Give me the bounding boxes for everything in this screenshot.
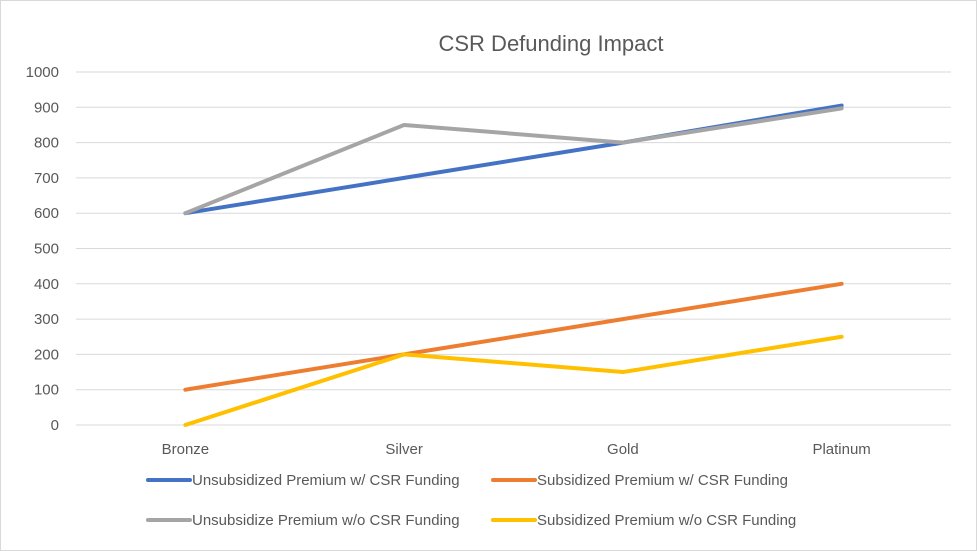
x-tick-label: Silver (385, 441, 423, 458)
chart-title: CSR Defunding Impact (439, 31, 664, 56)
series-lines (183, 103, 844, 427)
y-tick-label: 1000 (26, 64, 59, 81)
legend-label-2: Unsubsidize Premium w/o CSR Funding (192, 512, 460, 529)
series-line-2 (183, 106, 844, 216)
series-line-1 (183, 281, 844, 392)
series-line-3 (183, 334, 844, 427)
y-tick-label: 300 (34, 311, 59, 328)
series-line-0 (183, 103, 844, 216)
y-axis-ticks: 0 100 200 300 400 500 600 700 800 900 1000 (26, 64, 59, 434)
y-tick-label: 400 (34, 276, 59, 293)
x-tick-label: Bronze (162, 441, 210, 458)
y-tick-label: 700 (34, 170, 59, 187)
legend-label-3: Subsidized Premium w/o CSR Funding (537, 512, 796, 529)
x-axis-ticks: Bronze Silver Gold Platinum (162, 441, 871, 458)
y-tick-label: 800 (34, 135, 59, 152)
x-tick-label: Gold (607, 441, 639, 458)
y-tick-label: 0 (51, 417, 59, 434)
legend: Unsubsidized Premium w/ CSR Funding Subsi… (146, 472, 796, 529)
y-tick-label: 500 (34, 241, 59, 258)
gridlines (76, 71, 951, 426)
y-tick-label: 900 (34, 99, 59, 116)
y-tick-label: 100 (34, 382, 59, 399)
x-tick-label: Platinum (812, 441, 870, 458)
y-tick-label: 600 (34, 205, 59, 222)
y-tick-label: 200 (34, 346, 59, 363)
legend-label-0: Unsubsidized Premium w/ CSR Funding (192, 472, 460, 489)
legend-label-1: Subsidized Premium w/ CSR Funding (537, 472, 788, 489)
